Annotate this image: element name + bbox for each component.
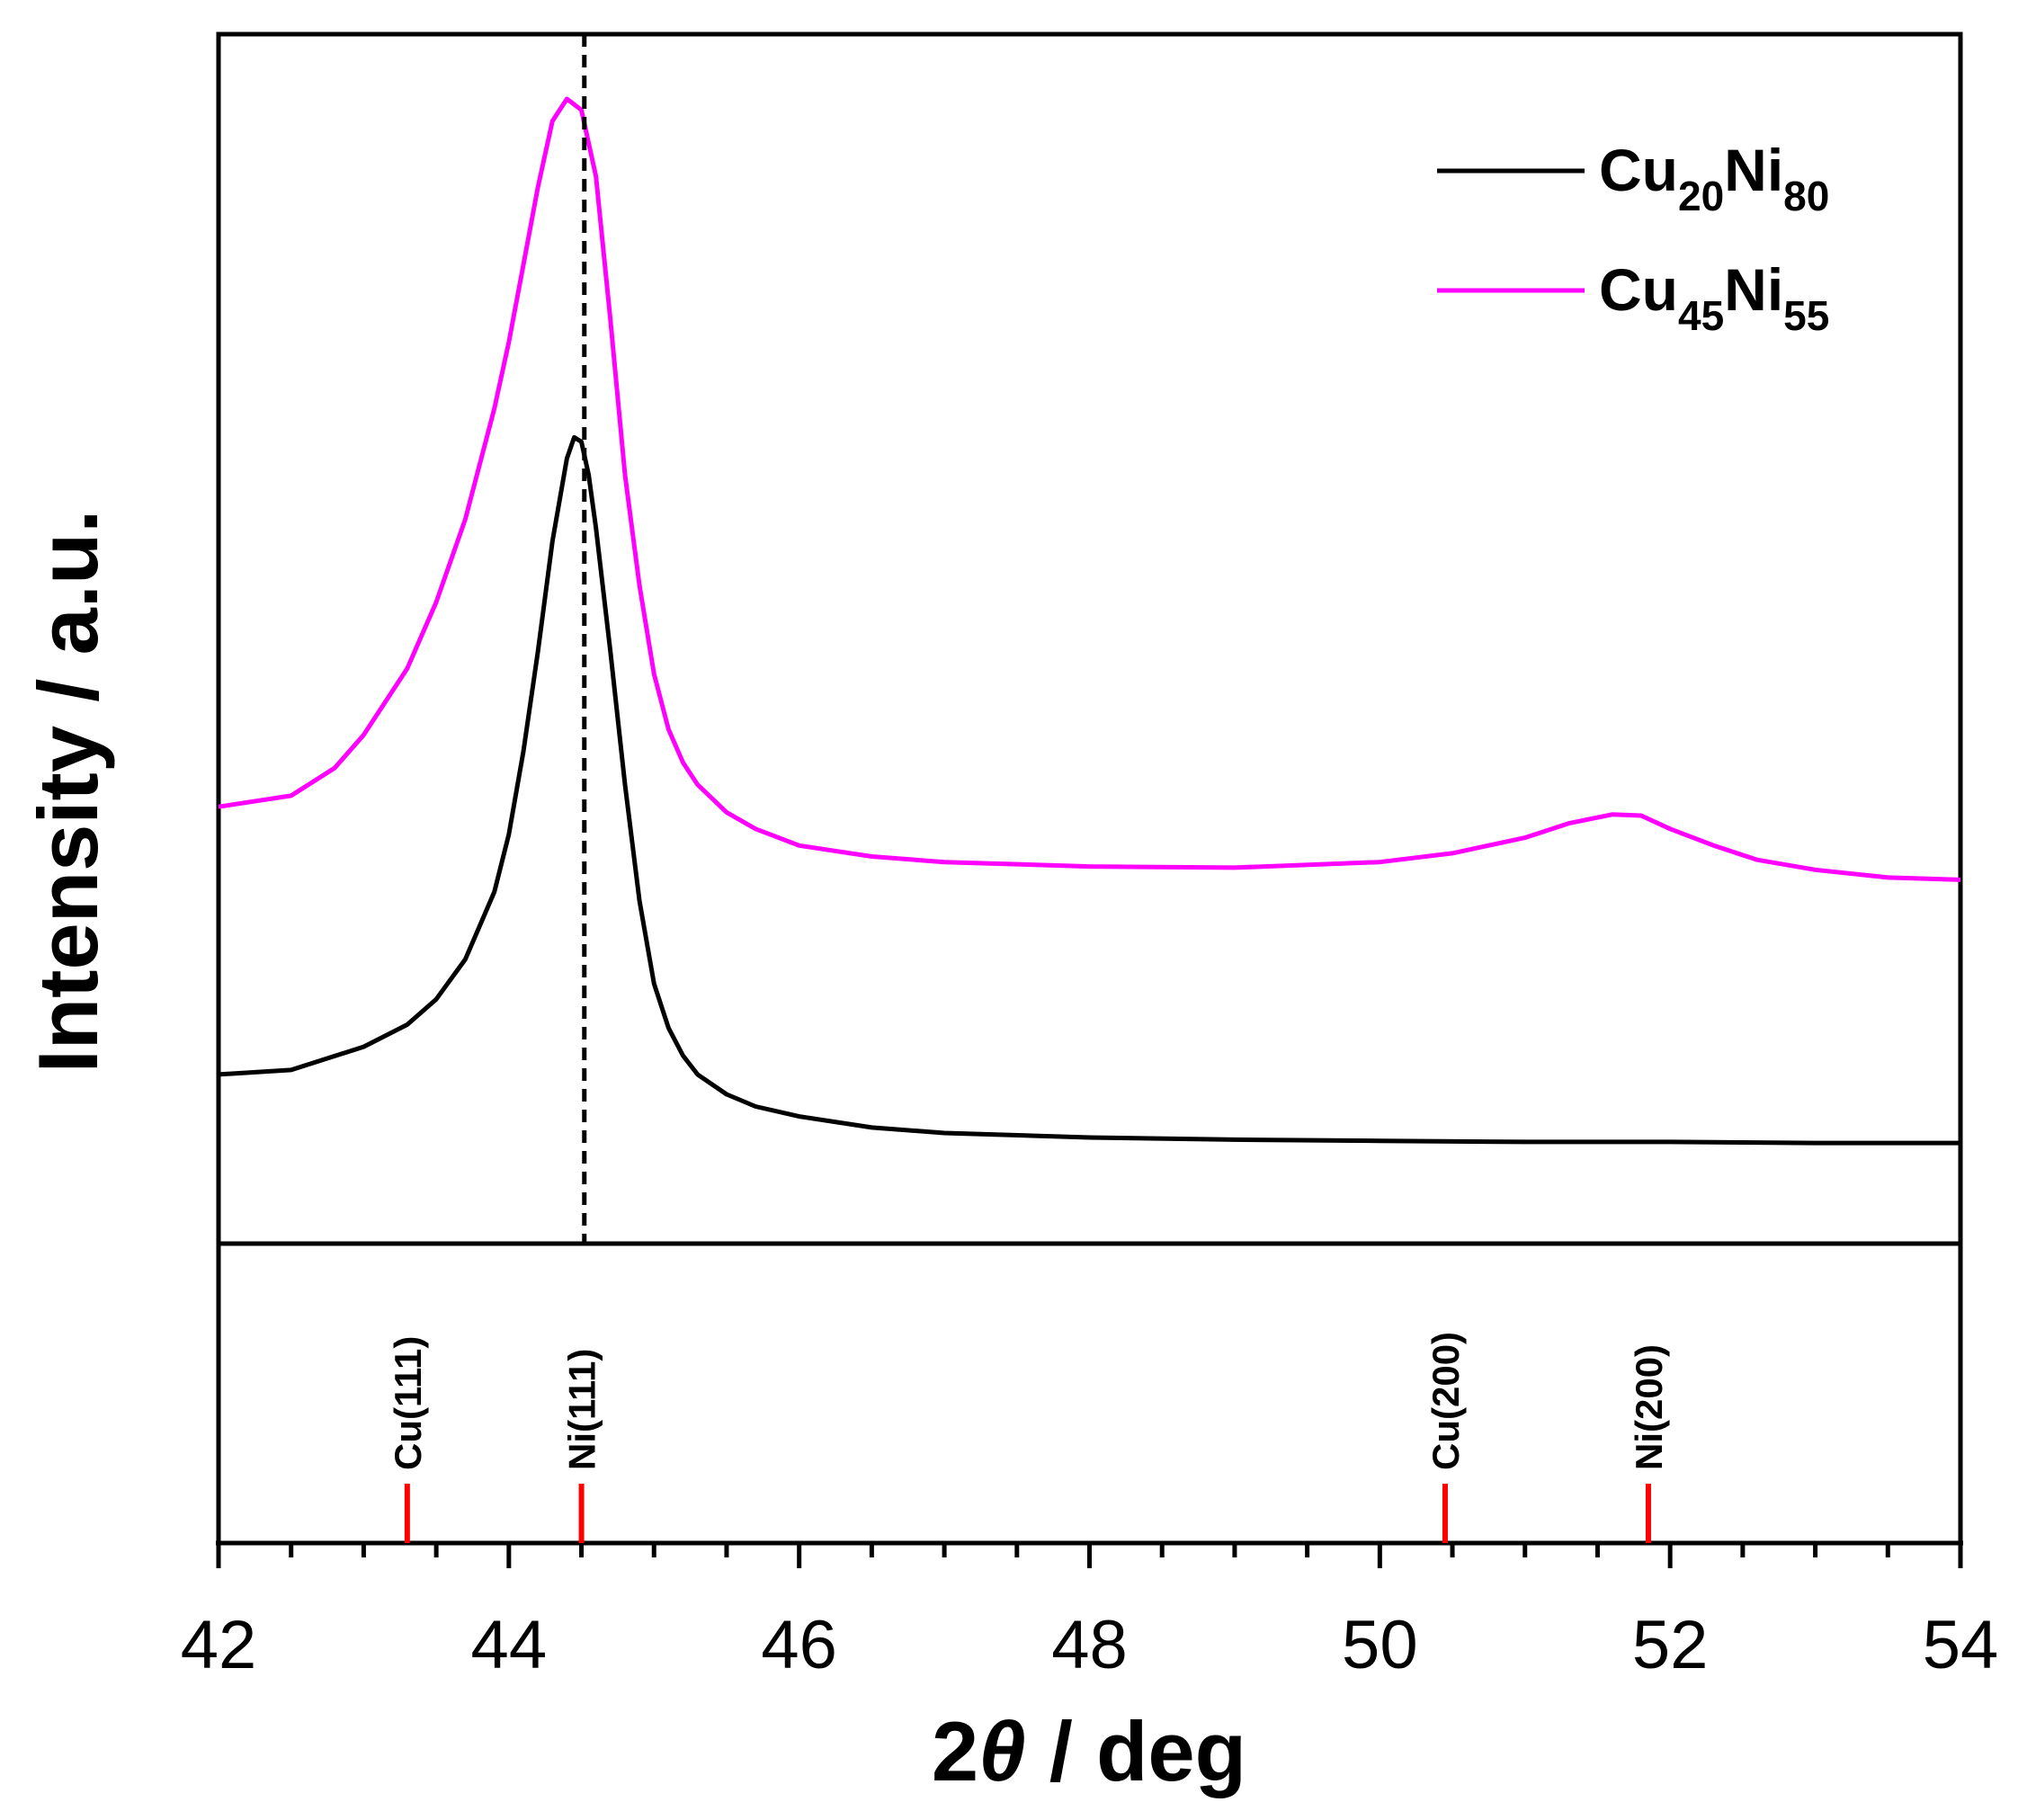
series-lines — [218, 96, 1961, 1146]
x-tick-label: 54 — [1923, 1607, 1999, 1683]
x-axis-title: 2θ / deg — [932, 1704, 1246, 1798]
x-tick-label: 46 — [761, 1607, 837, 1683]
x-axis-ticks — [216, 1543, 1963, 1568]
series-line-cu20ni80 — [218, 434, 1960, 1146]
reference-peak-label: Cu(111) — [387, 1336, 429, 1470]
series-line-cu45ni55 — [218, 96, 1961, 882]
y-axis-title: Intensity / a.u. — [21, 510, 115, 1074]
x-tick-label: 48 — [1051, 1607, 1128, 1683]
legend-label-cu20ni80: Cu20Ni80 — [1599, 137, 1829, 219]
x-tick-label: 52 — [1632, 1607, 1709, 1683]
reference-peak-label: Ni(111) — [561, 1349, 603, 1470]
x-tick-label: 50 — [1342, 1607, 1418, 1683]
legend-label-cu45ni55: Cu45Ni55 — [1599, 256, 1829, 339]
reference-peaks: Cu(111) Ni(111) Cu(200) Ni(200) — [387, 1332, 1670, 1543]
x-tick-label: 42 — [181, 1607, 257, 1683]
reference-peak-label: Cu(200) — [1424, 1332, 1467, 1470]
x-tick-labels: 42 44 46 48 50 52 54 — [181, 1607, 1999, 1683]
reference-peak-label: Ni(200) — [1628, 1344, 1670, 1470]
legend: Cu20Ni80 Cu45Ni55 — [1437, 137, 1829, 339]
x-tick-label: 44 — [471, 1607, 548, 1683]
